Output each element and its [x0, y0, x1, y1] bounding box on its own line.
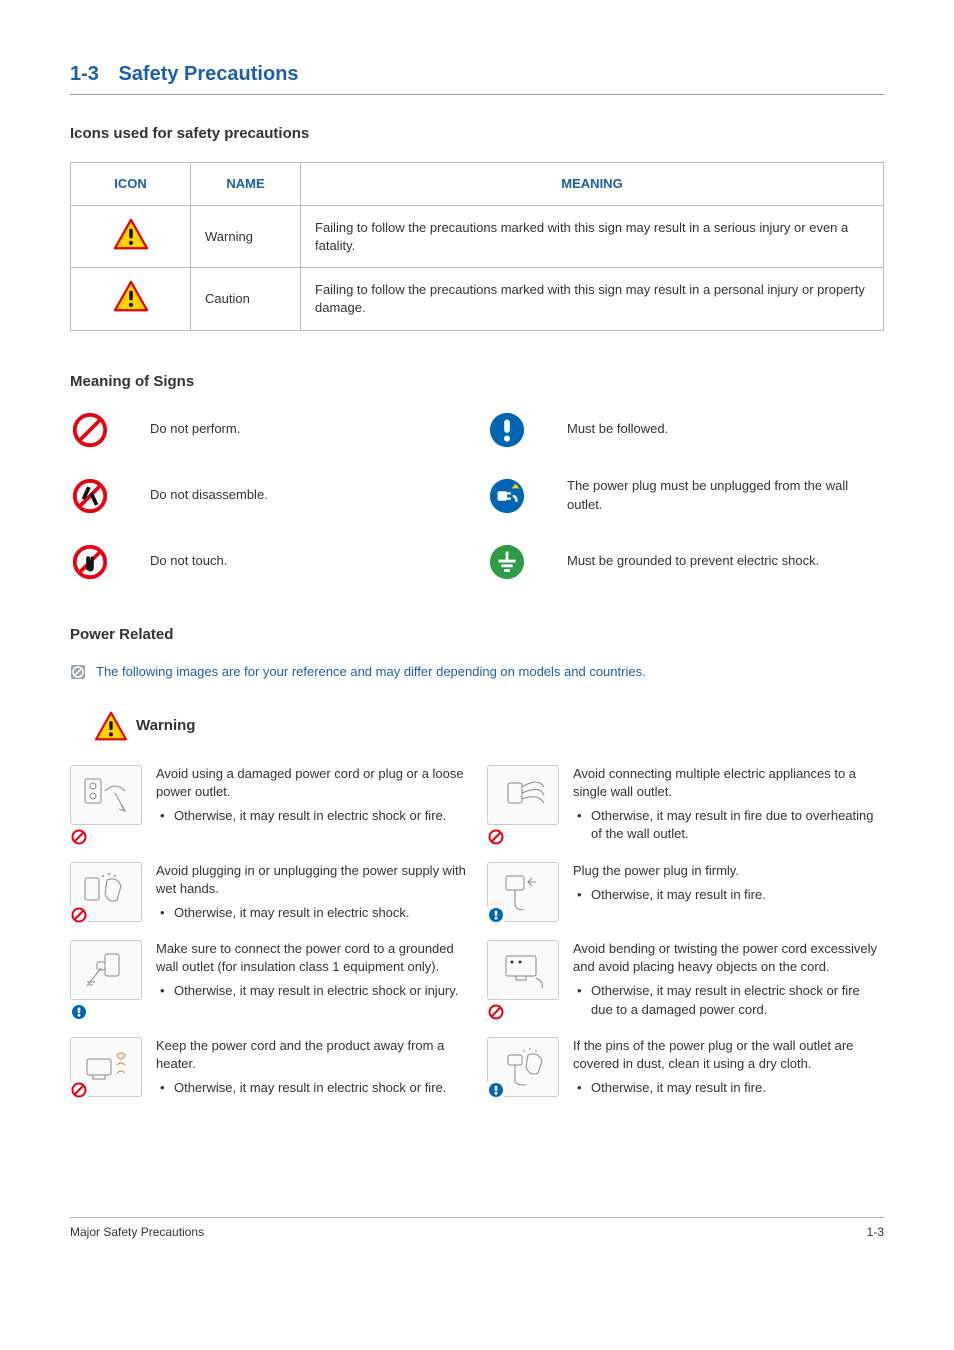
sign-text: The power plug must be unplugged from th… — [567, 477, 884, 513]
precaution-item: If the pins of the power plug or the wal… — [487, 1037, 884, 1098]
row-name: Warning — [191, 206, 301, 268]
note-icon — [70, 664, 86, 680]
precaution-bullet: Otherwise, it may result in fire. — [573, 886, 884, 904]
col-name: NAME — [191, 163, 301, 206]
prohibit-overlay-icon — [70, 828, 88, 846]
page-footer: Major Safety Precautions 1-3 — [70, 1217, 884, 1241]
mandatory-overlay-icon — [487, 1081, 505, 1099]
precaution-lead: Avoid bending or twisting the power cord… — [573, 940, 884, 976]
section-title-text: Safety Precautions — [118, 63, 298, 85]
footer-right: 1-3 — [867, 1224, 884, 1241]
precaution-bullet: Otherwise, it may result in electric sho… — [156, 904, 467, 922]
footer-left: Major Safety Precautions — [70, 1224, 204, 1241]
prohibit-overlay-icon — [487, 828, 505, 846]
sign-text: Do not disassemble. — [150, 486, 467, 504]
precaution-illustration — [487, 940, 559, 1019]
precaution-illustration — [70, 862, 142, 923]
precaution-lead: Avoid plugging in or unplugging the powe… — [156, 862, 467, 898]
precaution-lead: Avoid using a damaged power cord or plug… — [156, 765, 467, 801]
caution-icon-cell — [71, 268, 191, 330]
precaution-illustration — [487, 1037, 559, 1098]
precaution-item: Avoid plugging in or unplugging the powe… — [70, 862, 467, 923]
precaution-bullet: Otherwise, it may result in electric sho… — [156, 982, 467, 1000]
precaution-item: Avoid using a damaged power cord or plug… — [70, 765, 467, 844]
precaution-bullet: Otherwise, it may result in fire. — [573, 1079, 884, 1097]
precaution-lead: Plug the power plug in firmly. — [573, 862, 884, 880]
warning-triangle-icon — [113, 218, 149, 250]
col-icon: ICON — [71, 163, 191, 206]
warning-label: Warning — [136, 715, 195, 736]
warning-row: Warning — [94, 711, 884, 741]
precaution-item: Make sure to connect the power cord to a… — [70, 940, 467, 1019]
no-touch-icon — [70, 542, 110, 582]
row-meaning: Failing to follow the precautions marked… — [301, 206, 884, 268]
precaution-lead: Avoid connecting multiple electric appli… — [573, 765, 884, 801]
mandatory-overlay-icon — [487, 906, 505, 924]
precaution-lead: Make sure to connect the power cord to a… — [156, 940, 467, 976]
prohibit-icon — [70, 410, 110, 450]
signs-heading: Meaning of Signs — [70, 371, 884, 392]
no-disassemble-icon — [70, 476, 110, 516]
prohibit-overlay-icon — [70, 1081, 88, 1099]
precaution-illustration — [487, 765, 559, 844]
precaution-lead: If the pins of the power plug or the wal… — [573, 1037, 884, 1073]
prohibit-overlay-icon — [70, 906, 88, 924]
precaution-bullet: Otherwise, it may result in electric sho… — [573, 982, 884, 1018]
precaution-illustration — [487, 862, 559, 923]
precaution-lead: Keep the power cord and the product away… — [156, 1037, 467, 1073]
icons-heading: Icons used for safety precautions — [70, 123, 884, 144]
table-row: Caution Failing to follow the precaution… — [71, 268, 884, 330]
precaution-illustration — [70, 1037, 142, 1098]
ground-icon — [487, 542, 527, 582]
mandatory-icon — [487, 410, 527, 450]
sign-text: Must be grounded to prevent electric sho… — [567, 552, 884, 570]
precaution-item: Plug the power plug in firmly. Otherwise… — [487, 862, 884, 923]
precaution-illustration — [70, 940, 142, 1019]
precaution-bullet: Otherwise, it may result in electric sho… — [156, 1079, 467, 1097]
sign-text: Must be followed. — [567, 420, 884, 438]
precautions-grid: Avoid using a damaged power cord or plug… — [70, 765, 884, 1098]
precaution-item: Avoid connecting multiple electric appli… — [487, 765, 884, 844]
section-number: 1-3 — [70, 63, 99, 85]
unplug-icon — [487, 476, 527, 516]
note-text: The following images are for your refere… — [96, 663, 646, 681]
icons-table: ICON NAME MEANING Warning Failing to fol… — [70, 162, 884, 331]
precaution-item: Keep the power cord and the product away… — [70, 1037, 467, 1098]
precaution-illustration — [70, 765, 142, 844]
section-title: 1-3 Safety Precautions — [70, 60, 884, 95]
precaution-bullet: Otherwise, it may result in fire due to … — [573, 807, 884, 843]
precaution-item: Avoid bending or twisting the power cord… — [487, 940, 884, 1019]
warning-icon-cell — [71, 206, 191, 268]
mandatory-overlay-icon — [70, 1003, 88, 1021]
precaution-bullet: Otherwise, it may result in electric sho… — [156, 807, 467, 825]
caution-triangle-icon — [113, 280, 149, 312]
warning-triangle-icon — [94, 711, 128, 741]
prohibit-overlay-icon — [487, 1003, 505, 1021]
sign-text: Do not perform. — [150, 420, 467, 438]
row-name: Caution — [191, 268, 301, 330]
signs-grid: Do not perform. Must be followed. Do not… — [70, 410, 884, 582]
table-row: Warning Failing to follow the precaution… — [71, 206, 884, 268]
col-meaning: MEANING — [301, 163, 884, 206]
note-row: The following images are for your refere… — [70, 663, 884, 681]
sign-text: Do not touch. — [150, 552, 467, 570]
row-meaning: Failing to follow the precautions marked… — [301, 268, 884, 330]
power-heading: Power Related — [70, 624, 884, 645]
